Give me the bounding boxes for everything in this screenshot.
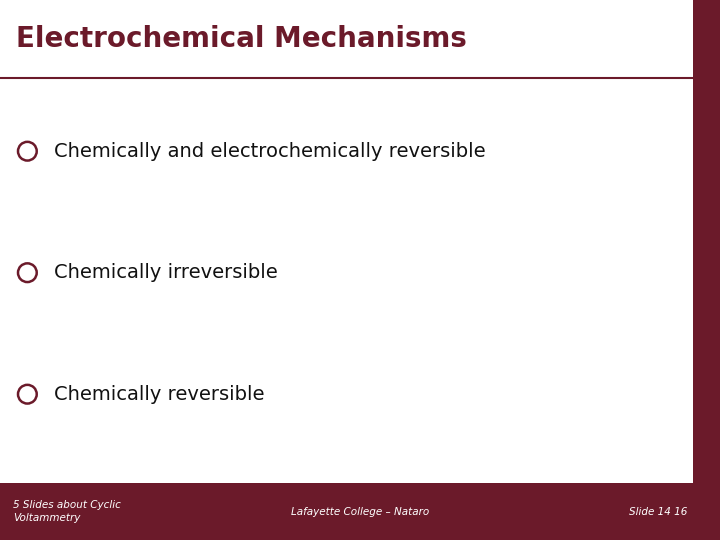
Text: Chemically reversible: Chemically reversible: [54, 384, 264, 404]
Text: Electrochemical Mechanisms: Electrochemical Mechanisms: [16, 25, 467, 53]
Text: Slide 14 16: Slide 14 16: [629, 507, 688, 517]
FancyBboxPatch shape: [0, 483, 693, 540]
Text: Chemically irreversible: Chemically irreversible: [54, 263, 278, 282]
FancyBboxPatch shape: [693, 0, 720, 540]
Text: Chemically and electrochemically reversible: Chemically and electrochemically reversi…: [54, 141, 485, 161]
Text: 5 Slides about Cyclic
Voltammetry: 5 Slides about Cyclic Voltammetry: [13, 500, 121, 523]
Text: Lafayette College – Nataro: Lafayette College – Nataro: [291, 507, 429, 517]
